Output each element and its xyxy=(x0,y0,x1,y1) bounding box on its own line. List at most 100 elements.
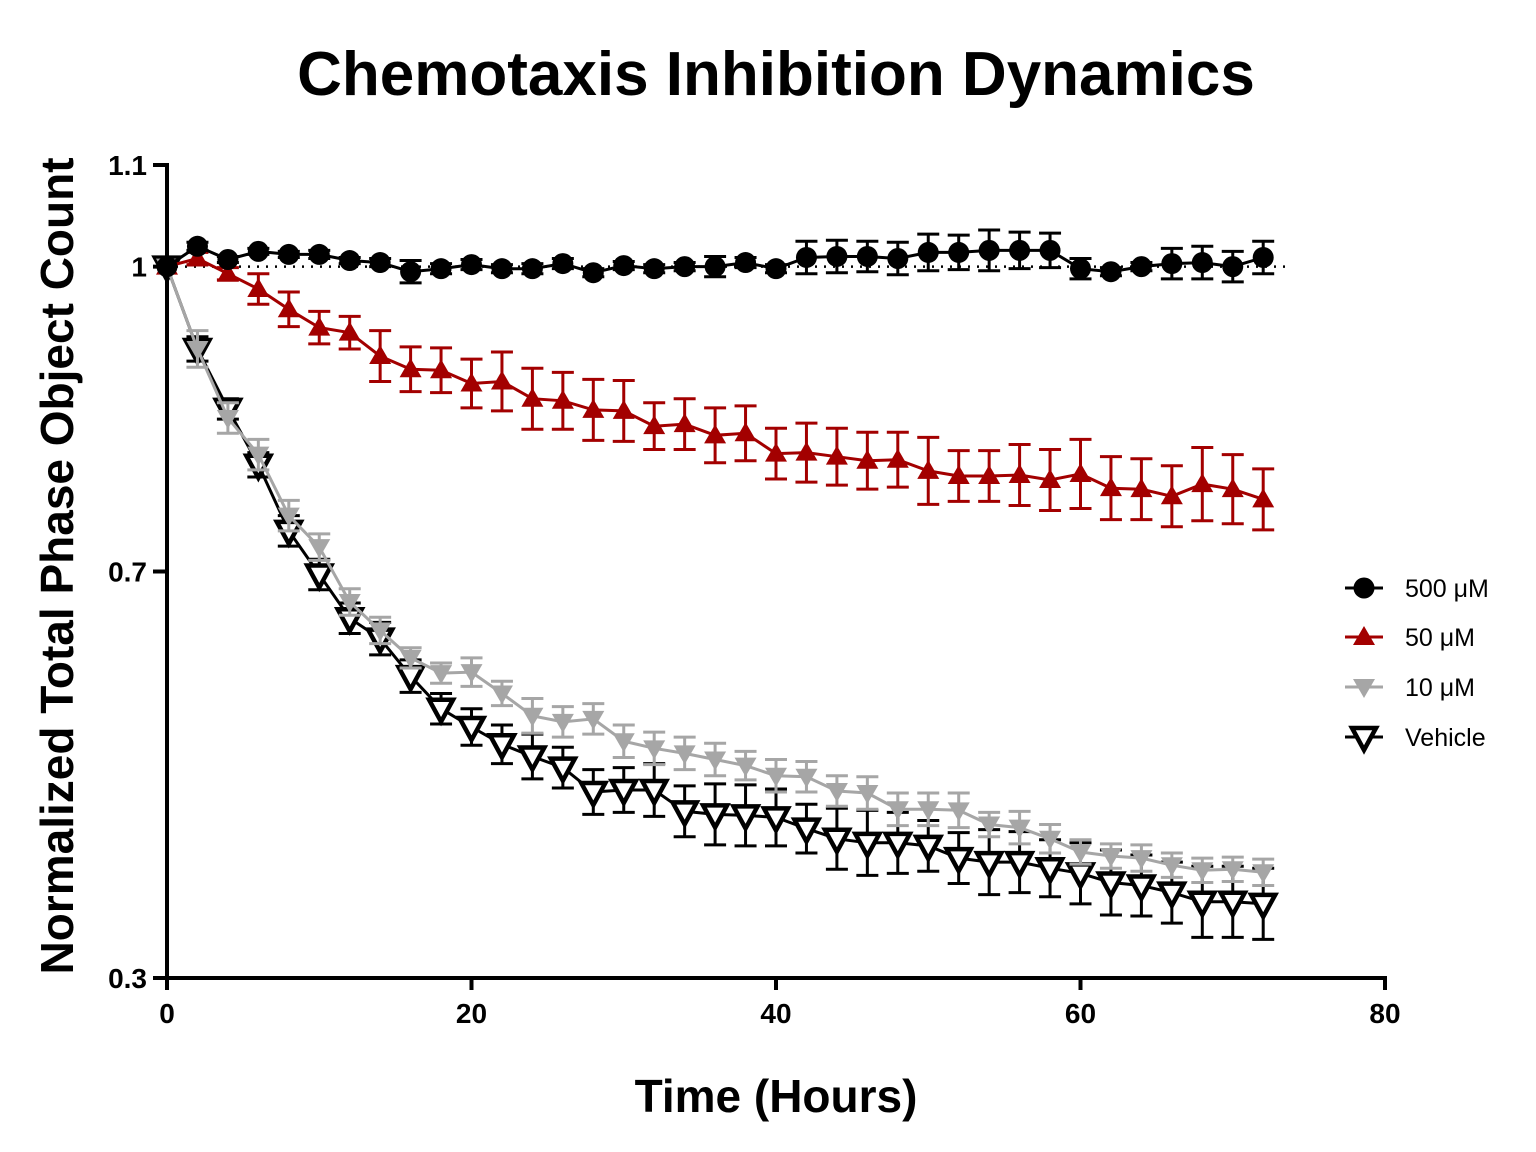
data-point xyxy=(729,804,762,834)
data-point xyxy=(704,751,727,771)
data-point xyxy=(704,424,727,444)
data-point xyxy=(338,593,361,613)
series-10-m xyxy=(156,258,1275,888)
data-point xyxy=(369,622,392,642)
data-point xyxy=(308,243,330,265)
data-point xyxy=(1100,261,1122,283)
data-point xyxy=(369,345,392,365)
data-point xyxy=(917,241,939,263)
data-point xyxy=(795,768,818,788)
data-point xyxy=(460,372,483,392)
data-point xyxy=(886,448,909,468)
data-point xyxy=(430,359,453,379)
legend-marker xyxy=(1353,679,1375,698)
data-point xyxy=(247,240,269,262)
data-point xyxy=(978,239,1000,261)
data-point xyxy=(1003,850,1036,880)
data-point xyxy=(217,249,239,271)
data-point xyxy=(917,801,940,821)
data-point xyxy=(668,800,701,830)
legend-item-50-m: 50 μM xyxy=(1345,624,1475,652)
data-point xyxy=(607,778,640,808)
data-point xyxy=(339,250,361,272)
data-point xyxy=(882,831,914,861)
data-point xyxy=(1160,485,1183,505)
data-point xyxy=(1221,478,1244,498)
data-point xyxy=(1125,874,1158,904)
data-point xyxy=(947,464,970,484)
data-point xyxy=(1034,856,1066,886)
data-point xyxy=(369,252,391,274)
data-point xyxy=(1221,861,1244,881)
legend-item-500-m: 500 μM xyxy=(1345,575,1489,603)
data-point xyxy=(826,245,848,267)
data-point xyxy=(551,713,574,733)
data-point xyxy=(1216,890,1249,920)
series-vehicle xyxy=(151,255,1279,941)
data-point xyxy=(491,258,513,280)
data-point xyxy=(455,715,488,745)
legend-label: 10 μM xyxy=(1405,674,1475,702)
data-point xyxy=(1008,819,1031,839)
data-point xyxy=(795,441,818,461)
data-point xyxy=(1186,890,1219,920)
legend-label: 500 μM xyxy=(1405,575,1489,603)
data-point xyxy=(973,850,1005,880)
data-point xyxy=(1095,871,1127,901)
data-point xyxy=(425,697,457,727)
data-point xyxy=(430,258,452,280)
data-point xyxy=(1130,256,1152,278)
data-point xyxy=(216,410,239,430)
data-point xyxy=(399,649,422,669)
data-point xyxy=(1222,256,1244,278)
y-axis-label: Normalized Total Phase Object Count xyxy=(31,157,83,974)
data-point xyxy=(734,757,757,777)
data-point xyxy=(765,767,787,787)
data-point xyxy=(1156,881,1188,911)
y-tick-label: 0.3 xyxy=(108,963,147,994)
data-point xyxy=(430,665,453,685)
data-point xyxy=(612,399,635,419)
data-point xyxy=(947,802,970,822)
data-point xyxy=(790,817,823,847)
data-point xyxy=(1252,246,1274,268)
data-point xyxy=(308,539,331,559)
data-point xyxy=(582,710,605,730)
series-layer xyxy=(151,228,1279,941)
data-point xyxy=(186,247,209,267)
data-point xyxy=(186,340,209,360)
series-50-m xyxy=(156,247,1275,532)
data-point xyxy=(856,245,878,267)
data-point xyxy=(277,298,300,318)
data-point xyxy=(516,745,549,775)
data-point xyxy=(1191,252,1213,274)
legend-item-vehicle: Vehicle xyxy=(1345,724,1486,755)
data-point xyxy=(612,733,635,753)
data-point xyxy=(521,258,543,280)
x-tick-label: 60 xyxy=(1065,998,1096,1029)
data-point xyxy=(1070,258,1091,280)
data-point xyxy=(613,255,635,277)
y-tick-label: 0.7 xyxy=(108,557,147,588)
data-point xyxy=(490,685,513,705)
data-point xyxy=(1130,850,1153,870)
data-point xyxy=(886,801,909,821)
data-point xyxy=(821,827,853,857)
series-500-m xyxy=(156,228,1275,285)
data-point xyxy=(399,358,422,378)
legend-label: 50 μM xyxy=(1405,624,1475,652)
x-tick-label: 40 xyxy=(760,998,791,1029)
data-point xyxy=(1099,477,1122,497)
data-point xyxy=(699,803,731,833)
data-point xyxy=(643,258,665,280)
data-point xyxy=(942,846,975,876)
data-point xyxy=(643,740,666,760)
data-point xyxy=(308,316,331,336)
data-point xyxy=(1064,862,1097,892)
data-point xyxy=(521,707,544,727)
data-point xyxy=(825,783,848,803)
data-point xyxy=(400,261,422,283)
data-point xyxy=(887,247,909,269)
data-point xyxy=(765,258,787,280)
